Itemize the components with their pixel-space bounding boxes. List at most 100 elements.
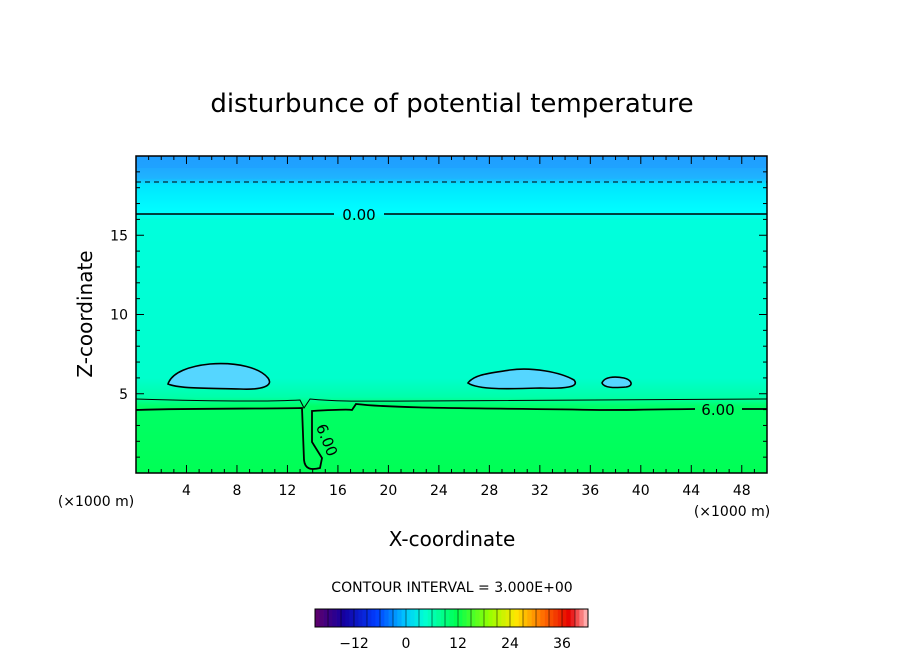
colorbar-cell (518, 609, 524, 627)
colorbar-cell (471, 609, 476, 627)
colorbar-cell (393, 609, 398, 627)
field-background (136, 156, 767, 473)
colorbar-cell (458, 609, 463, 627)
x-tick-label: 8 (232, 483, 241, 499)
colorbar-cell (436, 609, 441, 627)
colorbar-cell (523, 609, 528, 627)
y-axis: 5 10 15 (110, 171, 767, 458)
colorbar-cell (445, 609, 450, 627)
colorbar-cell (510, 609, 515, 627)
colorbar-cell (462, 609, 467, 627)
colorbar-frame (314, 608, 589, 628)
x-tick-label: 12 (279, 483, 297, 499)
colorbar-cell (397, 609, 402, 627)
colorbar-cell (562, 609, 567, 627)
colorbar-cell (323, 609, 329, 627)
x-tick-label: 16 (329, 483, 347, 499)
colorbar-cell (492, 609, 498, 627)
colorbar-tick-label: 12 (449, 636, 467, 652)
colorbar-cell (579, 609, 584, 627)
contour-thin (135, 398, 768, 409)
colorbar-cell (362, 609, 368, 627)
colorbar-cell (380, 609, 385, 627)
colorbar-cell (414, 609, 420, 627)
colorbar-tick-label: −12 (339, 636, 369, 652)
colorbar-cell (406, 609, 411, 627)
colorbar-cell (367, 609, 372, 627)
contour-interval: CONTOUR INTERVAL = 3.000E+00 (331, 580, 572, 596)
colorbar-cell (536, 609, 541, 627)
colorbar-cell (345, 609, 350, 627)
colorbar-cell (488, 609, 493, 627)
colorbar-cell (531, 609, 537, 627)
colorbar-cell (505, 609, 511, 627)
colorbar-cell (440, 609, 446, 627)
colorbar-cell (432, 609, 437, 627)
colorbar-cell (497, 609, 502, 627)
colorbar-cell (453, 609, 459, 627)
x-tick-label: 48 (733, 483, 751, 499)
x-tick-label: 40 (632, 483, 650, 499)
colorbar-cell (349, 609, 355, 627)
blob-left (167, 362, 271, 390)
colorbar-cell (388, 609, 394, 627)
colorbar-ticks: −12 0 12 24 36 (339, 636, 571, 652)
colorbar-cell (575, 609, 580, 627)
colorbar-cell (410, 609, 415, 627)
contour-label-1: 6.00 (701, 401, 734, 419)
colorbar-cell (341, 609, 346, 627)
colorbar-cell (371, 609, 376, 627)
y-tick-label: 10 (110, 308, 128, 324)
colorbar-cell (553, 609, 558, 627)
colorbar-cell (319, 609, 324, 627)
blob-middle (466, 368, 577, 390)
colorbar-tick-label: 0 (402, 636, 411, 652)
chart-title: disturbunce of potential temperature (210, 89, 693, 119)
x-unit-right: (×1000 m) (694, 504, 770, 520)
y-tick-label: 15 (110, 228, 128, 244)
colorbar-cell (328, 609, 333, 627)
colorbar-cell (527, 609, 532, 627)
colorbar (314, 608, 589, 628)
colorbar-cell (557, 609, 563, 627)
x-axis: 4 8 12 16 20 24 28 32 36 40 44 48 (148, 156, 755, 499)
colorbar-cell (514, 609, 519, 627)
colorbar-cell (549, 609, 554, 627)
x-tick-label: 28 (480, 483, 498, 499)
colorbar-cell (501, 609, 506, 627)
colorbar-cell (583, 609, 589, 627)
colorbar-cell (423, 609, 428, 627)
y-tick-label: 5 (119, 387, 128, 403)
colorbar-cell (332, 609, 337, 627)
colorbar-cell (419, 609, 424, 627)
colorbar-cell (475, 609, 480, 627)
colorbar-cell (375, 609, 381, 627)
colorbar-cell (315, 609, 320, 627)
blob-right (601, 376, 632, 389)
colorbar-cell (566, 609, 571, 627)
colorbar-cell (358, 609, 363, 627)
colorbar-cell (484, 609, 489, 627)
colorbar-cell (570, 609, 576, 627)
colorbar-tick-label: 36 (553, 636, 571, 652)
colorbar-cell (401, 609, 407, 627)
x-tick-label: 20 (379, 483, 397, 499)
colorbar-cell (449, 609, 454, 627)
plot-area: 0.00 6.00 6.00 (135, 155, 768, 474)
colorbar-cell (427, 609, 433, 627)
colorbar-cell (479, 609, 485, 627)
colorbar-cell (354, 609, 359, 627)
colorbar-cell (540, 609, 545, 627)
y-axis-label: Z-coordinate (73, 250, 97, 377)
colorbar-cell (544, 609, 550, 627)
colorbar-cell (384, 609, 389, 627)
x-tick-label: 44 (682, 483, 700, 499)
colorbar-cell (466, 609, 472, 627)
colorbar-tick-label: 24 (501, 636, 519, 652)
colorbar-cell (336, 609, 342, 627)
x-tick-label: 32 (531, 483, 549, 499)
contour-six (135, 403, 767, 470)
x-axis-label: X-coordinate (389, 527, 516, 551)
contour-label-0: 0.00 (342, 206, 375, 224)
